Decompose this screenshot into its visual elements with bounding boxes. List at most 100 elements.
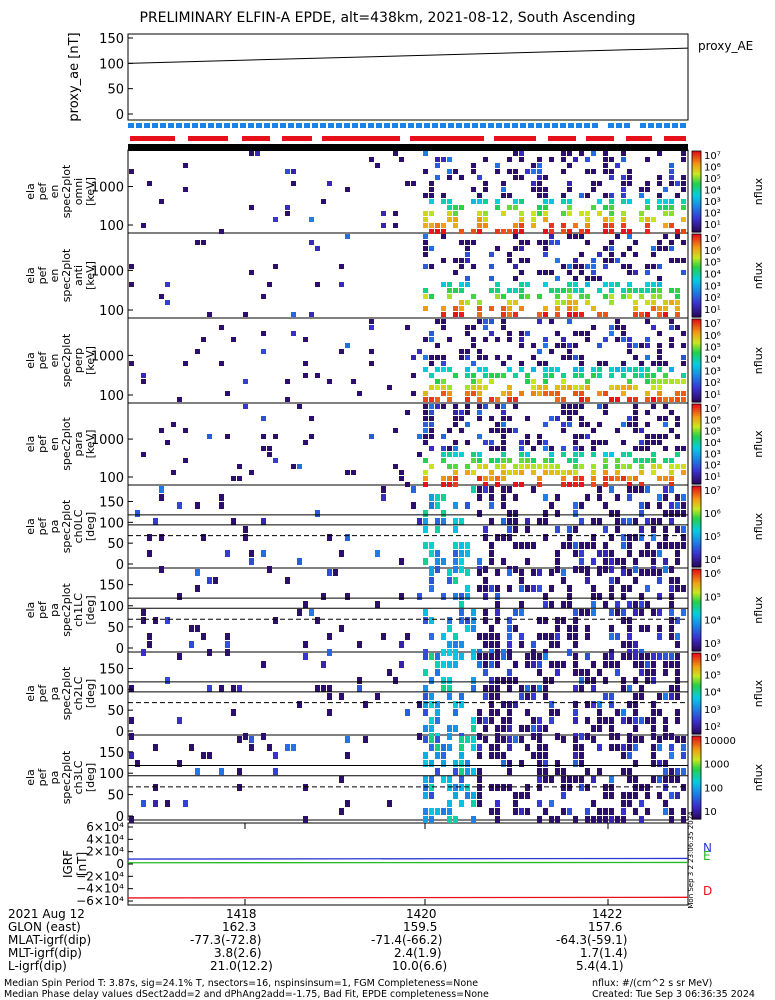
heatmap-cell	[423, 617, 428, 624]
heatmap-cell	[591, 181, 596, 186]
heatmap-cell	[621, 744, 626, 751]
heatmap-cell	[435, 175, 440, 180]
heatmap-cell	[399, 470, 404, 475]
heatmap-cell	[579, 355, 584, 360]
colorbar-step	[692, 191, 701, 195]
heatmap-cell	[483, 211, 488, 216]
heatmap-cell	[573, 464, 578, 469]
heatmap-cell	[663, 404, 668, 409]
heatmap-cell	[669, 816, 674, 823]
colorbar-step	[692, 393, 701, 397]
heatmap-cell	[441, 391, 446, 396]
heatmap-cell	[507, 229, 512, 234]
heatmap-cell	[675, 181, 680, 186]
colorbar-step	[692, 626, 701, 630]
heatmap-cell	[669, 181, 674, 186]
heatmap-cell	[291, 744, 296, 751]
colorbar-step	[692, 379, 701, 382]
heatmap-cell	[675, 300, 680, 305]
heatmap-cell	[495, 458, 500, 463]
heatmap-cell	[573, 434, 578, 439]
heatmap-cell	[639, 502, 644, 509]
coverage-blue	[464, 123, 470, 128]
heatmap-cell	[477, 391, 482, 396]
colorbar-step	[692, 504, 701, 507]
heatmap-cell	[507, 701, 512, 708]
heatmap-cell	[261, 434, 266, 439]
heatmap-cell	[531, 446, 536, 451]
colorbar-step	[692, 765, 701, 768]
heatmap-cell	[591, 518, 596, 525]
heatmap-cell	[273, 768, 278, 775]
heatmap-cell	[453, 709, 458, 716]
heatmap-cell	[627, 569, 632, 576]
heatmap-cell	[501, 717, 506, 724]
heatmap-cell	[585, 337, 590, 342]
heatmap-cell	[537, 669, 542, 676]
colorbar-step	[692, 169, 701, 172]
heatmap-cell	[429, 725, 434, 732]
heatmap-cell	[663, 693, 668, 700]
heatmap-cell	[609, 367, 614, 372]
y-tick-label: 1000	[91, 264, 124, 279]
colorbar-step	[692, 391, 701, 395]
heatmap-cell	[477, 709, 482, 716]
heatmap-cell	[141, 379, 146, 384]
heatmap-cell	[639, 800, 644, 807]
coverage-blue	[624, 123, 630, 128]
heatmap-cell	[471, 343, 476, 348]
heatmap-cell	[543, 343, 548, 348]
heatmap-cell	[531, 685, 536, 692]
heatmap-cell	[615, 319, 620, 324]
coverage-blue	[664, 123, 670, 128]
heatmap-cell	[165, 800, 170, 807]
heatmap-cell	[549, 701, 554, 708]
colorbar-step	[692, 492, 701, 495]
heatmap-cell	[573, 452, 578, 457]
heatmap-cell	[507, 428, 512, 433]
heatmap-cell	[603, 601, 608, 608]
heatmap-cell	[603, 550, 608, 557]
heatmap-cell	[471, 800, 476, 807]
heatmap-cell	[615, 518, 620, 525]
heatmap-cell	[447, 677, 452, 684]
colorbar-step	[692, 691, 701, 695]
heatmap-cell	[669, 808, 674, 815]
y-axis-label-line: pef	[36, 768, 49, 787]
heatmap-cell	[435, 669, 440, 676]
heatmap-cell	[657, 355, 662, 360]
colorbar-tick-label: 10⁶	[704, 331, 721, 342]
heatmap-cell	[585, 653, 590, 660]
heatmap-cell	[567, 633, 572, 640]
colorbar-step	[692, 434, 701, 437]
heatmap-cell	[477, 486, 482, 493]
colorbar-step	[692, 187, 701, 191]
heatmap-cell	[597, 343, 602, 348]
heatmap-cell	[525, 458, 530, 463]
heatmap-cell	[621, 337, 626, 342]
heatmap-cell	[579, 361, 584, 366]
heatmap-cell	[621, 641, 626, 648]
heatmap-cell	[525, 709, 530, 716]
heatmap-cell	[483, 685, 488, 692]
heatmap-cell	[621, 653, 626, 660]
heatmap-cell	[147, 641, 152, 648]
heatmap-cell	[453, 725, 458, 732]
heatmap-cell	[633, 808, 638, 815]
colorbar-step	[692, 221, 701, 225]
heatmap-cell	[543, 470, 548, 475]
heatmap-cell	[663, 653, 668, 660]
heatmap-cell	[567, 234, 572, 239]
heatmap-cell	[663, 300, 668, 305]
heatmap-cell	[669, 476, 674, 481]
colorbar-step	[692, 544, 701, 548]
y-tick-label: 2×10⁴	[86, 845, 124, 859]
heatmap-cell	[177, 593, 182, 600]
heatmap-cell	[201, 240, 206, 245]
heatmap-cell	[639, 288, 644, 293]
y-tick-label: 0	[116, 725, 124, 740]
heatmap-cell	[675, 434, 680, 439]
heatmap-cell	[507, 367, 512, 372]
heatmap-cell	[555, 306, 560, 311]
heatmap-cell	[459, 736, 464, 743]
